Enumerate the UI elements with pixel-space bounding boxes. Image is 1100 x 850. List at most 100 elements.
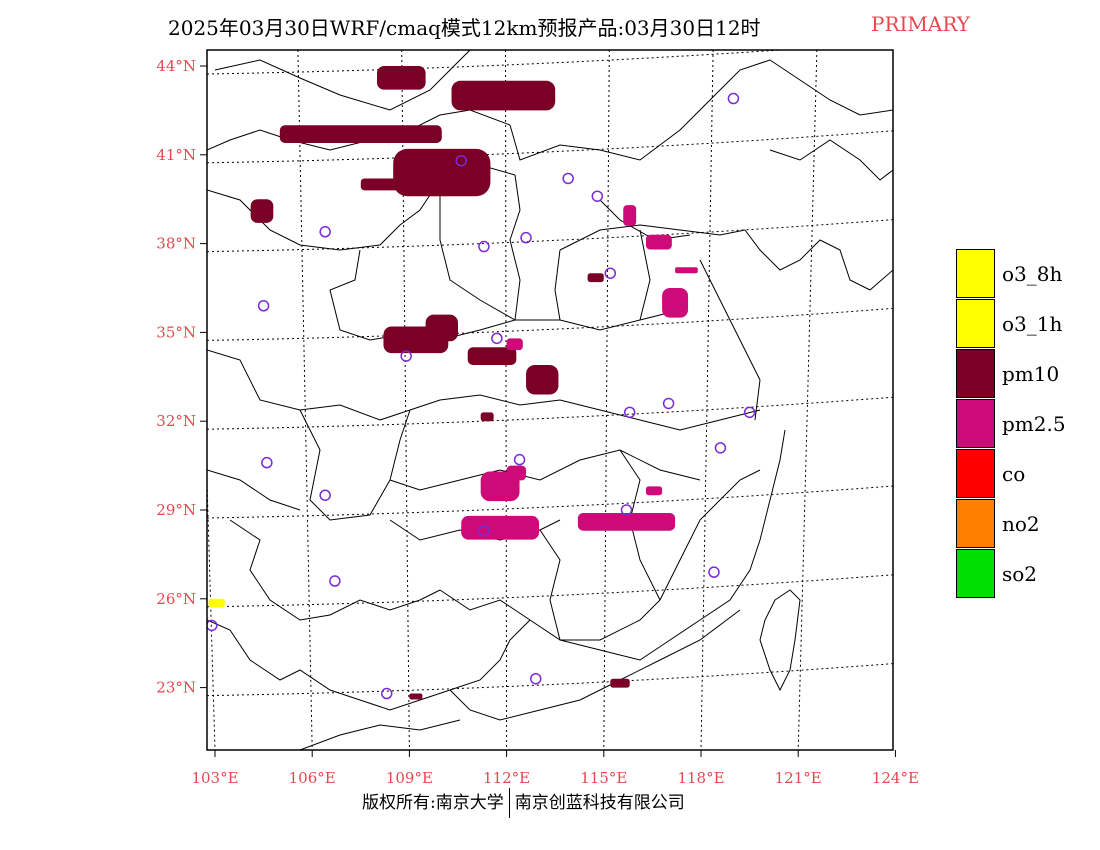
- station-marker: [530, 672, 542, 685]
- station-marker: [207, 619, 218, 632]
- latitude-labels: 44°N 41°N 38°N 35°N 32°N 29°N 26°N 23°N: [156, 57, 207, 697]
- longitude-label: 109°E: [386, 769, 433, 787]
- pollution-zone-pm10: [409, 693, 423, 700]
- station-marker: [662, 397, 675, 410]
- pollution-zone-pm10: [467, 347, 517, 365]
- station-marker: [319, 226, 331, 238]
- station-marker: [455, 154, 467, 167]
- station-marker: [319, 489, 331, 501]
- latitude-gridline: [207, 396, 893, 430]
- pollution-zone-o3_8h: [208, 598, 225, 608]
- legend-label: o3_1h: [1002, 312, 1063, 336]
- legend-swatch: [956, 499, 995, 548]
- longitude-label: 118°E: [677, 769, 724, 787]
- station-marker: [329, 575, 341, 587]
- latitude-label: 26°N: [156, 590, 196, 608]
- pollution-zone-pm25: [623, 205, 637, 226]
- pollution-zone-pm10: [587, 273, 604, 283]
- copyright-right: 南京创蓝科技有限公司: [514, 793, 685, 813]
- legend-label: pm10: [1002, 362, 1060, 386]
- pollution-zone-pm25: [675, 267, 698, 274]
- legend-item-pm25: pm2.5: [956, 399, 1100, 449]
- legend-item-no2: no2: [956, 499, 1100, 549]
- pollution-zone-pm10: [480, 412, 494, 422]
- station-marker: [478, 524, 490, 537]
- legend-label: pm2.5: [1002, 412, 1066, 436]
- legend-item-o3-1h: o3_1h: [956, 299, 1100, 349]
- longitude-gridline: [505, 50, 508, 750]
- station-marker: [604, 267, 617, 279]
- legend-item-so2: so2: [956, 549, 1100, 599]
- pollution-zone-pm25: [506, 465, 527, 481]
- station-marker: [380, 687, 393, 700]
- pollution-zone-pm25: [645, 486, 663, 496]
- station-marker: [400, 350, 412, 362]
- pollution-zone-pm10: [451, 80, 556, 111]
- station-marker: [562, 172, 574, 185]
- graticule: [207, 50, 920, 750]
- longitude-gridline: [297, 50, 313, 750]
- pollution-zone-pm10: [610, 678, 630, 688]
- longitude-label: 115°E: [580, 769, 627, 787]
- latitude-label: 41°N: [156, 146, 196, 164]
- station-marker: [257, 300, 270, 312]
- station-marker: [513, 453, 526, 466]
- pollution-zone-pm10: [279, 125, 442, 143]
- pollution-zone-pm10: [526, 364, 559, 395]
- latitude-gridline: [207, 219, 893, 253]
- latitude-label: 38°N: [156, 235, 196, 253]
- pollution-zones: [208, 66, 698, 700]
- legend-label: co: [1002, 462, 1026, 486]
- copyright-footer: 版权所有:南京大学 南京创蓝科技有限公司: [362, 788, 685, 818]
- latitude-label: 44°N: [156, 57, 196, 75]
- legend-swatch: [956, 349, 995, 398]
- longitude-labels: 103°E 106°E 109°E 112°E 115°E 118°E 121°E 124°E: [191, 750, 919, 787]
- longitude-label: 121°E: [775, 769, 822, 787]
- longitude-gridline: [797, 50, 818, 750]
- station-marker: [727, 92, 740, 105]
- station-marker: [520, 231, 532, 244]
- pollution-zone-pm25: [645, 234, 672, 250]
- legend-item-co: co: [956, 449, 1100, 499]
- station-marker: [714, 442, 727, 454]
- latitude-label: 32°N: [156, 412, 196, 430]
- map-title: 2025年03月30日WRF/cmaq模式12km预报产品:03月30日12时: [168, 16, 761, 40]
- legend-label: so2: [1002, 562, 1038, 586]
- station-marker: [478, 240, 490, 253]
- longitude-label: 124°E: [872, 769, 919, 787]
- longitude-label: 103°E: [191, 769, 238, 787]
- pollution-zone-pm10: [360, 178, 426, 191]
- station-marker: [620, 504, 633, 516]
- pollution-zone-pm25: [662, 288, 689, 318]
- latitude-gridline: [207, 485, 893, 519]
- latitude-label: 29°N: [156, 501, 196, 519]
- legend-item-o3-8h: o3_8h: [956, 249, 1100, 299]
- legend-swatch: [956, 399, 995, 448]
- legend-swatch: [956, 449, 995, 498]
- station-marker: [491, 332, 503, 345]
- pollution-zone-pm25: [461, 515, 539, 540]
- pollution-zone-pm25: [577, 512, 676, 531]
- copyright-left: 版权所有:南京大学: [362, 793, 504, 813]
- longitude-gridline: [700, 50, 714, 750]
- station-marker: [708, 566, 720, 578]
- station-marker: [743, 406, 756, 419]
- station-marker: [623, 406, 636, 419]
- pollution-zone-pm10: [250, 199, 274, 223]
- longitude-label: 106°E: [289, 769, 336, 787]
- station-marker: [591, 190, 604, 202]
- legend-swatch: [956, 249, 995, 298]
- pollution-zone-pm10: [377, 66, 426, 90]
- pollution-zone-pm10: [425, 314, 458, 342]
- latitude-label: 35°N: [156, 323, 196, 341]
- longitude-gridline: [895, 50, 920, 750]
- legend-swatch: [956, 299, 995, 348]
- latitude-label: 23°N: [156, 679, 196, 697]
- pollution-zone-pm25: [506, 338, 523, 351]
- legend-item-pm10: pm10: [956, 349, 1100, 399]
- legend-label: o3_8h: [1002, 262, 1063, 286]
- latitude-gridline: [207, 307, 893, 341]
- longitude-label: 112°E: [483, 769, 530, 787]
- longitude-gridline: [603, 50, 610, 750]
